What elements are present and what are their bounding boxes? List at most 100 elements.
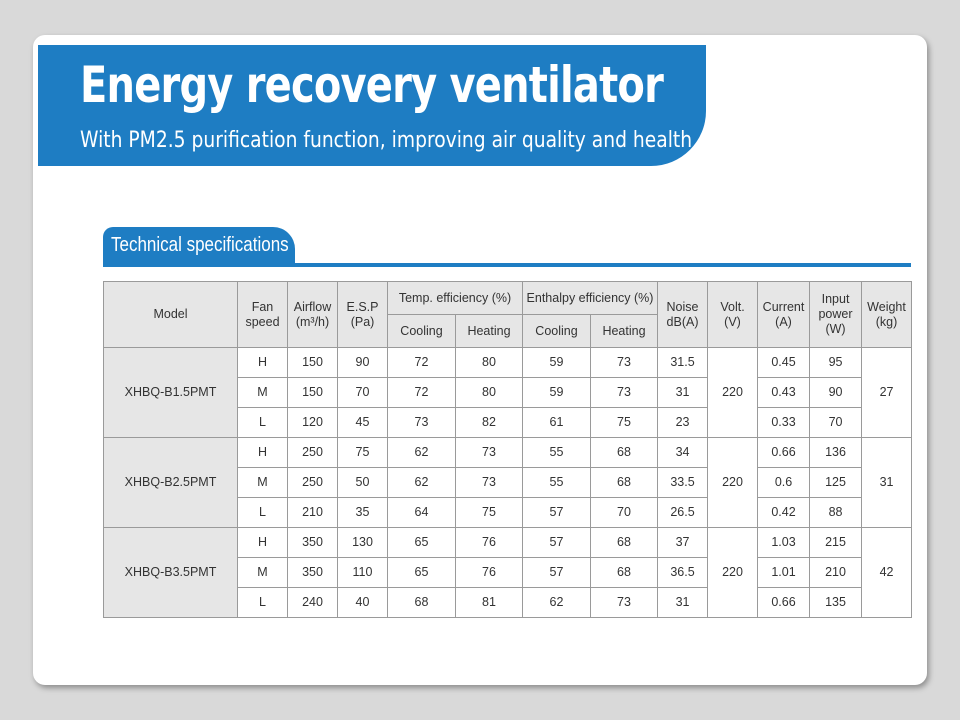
model-cell: XHBQ-B3.5PMT <box>103 527 238 618</box>
cell-current: 0.66 <box>757 587 811 618</box>
cell-esp: 130 <box>337 527 388 558</box>
col-header-enth-heating: Heating <box>589 314 659 348</box>
volt-cell: 220 <box>707 347 759 438</box>
cell-esp: 70 <box>337 377 388 408</box>
cell-noise: 33.5 <box>657 467 709 498</box>
cell-enth-heat: 73 <box>589 587 659 618</box>
table-row: L 240 40 68 81 62 73 31 0.66 135 <box>104 587 912 618</box>
cell-noise: 34 <box>657 437 709 468</box>
cell-current: 0.45 <box>757 347 811 378</box>
model-cell: XHBQ-B2.5PMT <box>103 437 238 528</box>
cell-speed: M <box>237 377 288 408</box>
cell-temp-cool: 65 <box>387 557 456 588</box>
cell-temp-cool: 65 <box>387 527 456 558</box>
table-row: L 120 45 73 82 61 75 23 0.33 70 <box>104 407 912 438</box>
cell-noise: 36.5 <box>657 557 709 588</box>
table-row: L 210 35 64 75 57 70 26.5 0.42 88 <box>104 497 912 528</box>
cell-airflow: 120 <box>287 407 338 438</box>
cell-esp: 50 <box>337 467 388 498</box>
cell-temp-heat: 80 <box>455 377 523 408</box>
weight-cell: 27 <box>861 347 913 438</box>
cell-enth-heat: 73 <box>589 347 659 378</box>
cell-enth-heat: 68 <box>589 437 659 468</box>
cell-enth-cool: 57 <box>522 497 591 528</box>
cell-current: 1.01 <box>757 557 811 588</box>
cell-current: 1.03 <box>757 527 811 558</box>
cell-esp: 90 <box>337 347 388 378</box>
cell-noise: 37 <box>657 527 709 558</box>
cell-input: 88 <box>809 497 863 528</box>
cell-noise: 31.5 <box>657 347 709 378</box>
cell-airflow: 210 <box>287 497 338 528</box>
col-header-esp: E.S.P (Pa) <box>337 281 388 348</box>
cell-temp-cool: 64 <box>387 497 456 528</box>
cell-temp-heat: 82 <box>455 407 523 438</box>
col-header-noise: Noise dB(A) <box>657 281 709 348</box>
cell-temp-cool: 72 <box>387 347 456 378</box>
cell-airflow: 250 <box>287 467 338 498</box>
cell-temp-heat: 73 <box>455 467 523 498</box>
cell-input: 136 <box>809 437 863 468</box>
cell-enth-heat: 73 <box>589 377 659 408</box>
cell-enth-cool: 61 <box>522 407 591 438</box>
cell-temp-cool: 72 <box>387 377 456 408</box>
cell-airflow: 240 <box>287 587 338 618</box>
weight-cell: 31 <box>861 437 913 528</box>
col-header-airflow: Airflow (m³/h) <box>287 281 338 348</box>
specs-table-body: Model Fan speed Airflow (m³/h) E.S.P (Pa) … <box>103 281 913 618</box>
cell-noise: 31 <box>657 377 709 408</box>
cell-current: 0.6 <box>757 467 811 498</box>
cell-airflow: 250 <box>287 437 338 468</box>
cell-airflow: 350 <box>287 557 338 588</box>
cell-enth-cool: 55 <box>522 467 591 498</box>
cell-enth-cool: 57 <box>522 557 591 588</box>
cell-temp-heat: 73 <box>455 437 523 468</box>
title-banner <box>38 45 706 166</box>
cell-temp-heat: 76 <box>455 557 523 588</box>
col-header-temp-cooling: Cooling <box>387 314 456 348</box>
cell-speed: L <box>237 497 288 528</box>
cell-input: 135 <box>809 587 863 618</box>
col-header-volt: Volt. (V) <box>707 281 759 348</box>
cell-esp: 75 <box>337 437 388 468</box>
cell-enth-heat: 68 <box>589 557 659 588</box>
cell-temp-heat: 80 <box>455 347 523 378</box>
col-header-temp-heating: Heating <box>455 314 523 348</box>
page-subtitle: With PM2.5 purification function, improv… <box>80 128 693 153</box>
col-header-current: Current (A) <box>757 281 811 348</box>
cell-enth-cool: 59 <box>522 377 591 408</box>
cell-esp: 40 <box>337 587 388 618</box>
cell-temp-cool: 62 <box>387 437 456 468</box>
cell-enth-heat: 70 <box>589 497 659 528</box>
cell-noise: 31 <box>657 587 709 618</box>
cell-input: 70 <box>809 407 863 438</box>
cell-esp: 45 <box>337 407 388 438</box>
cell-noise: 26.5 <box>657 497 709 528</box>
col-header-input-power: Input power (W) <box>809 281 863 348</box>
cell-enth-cool: 62 <box>522 587 591 618</box>
col-header-model: Model <box>103 281 238 348</box>
cell-airflow: 350 <box>287 527 338 558</box>
cell-temp-heat: 81 <box>455 587 523 618</box>
cell-enth-cool: 59 <box>522 347 591 378</box>
cell-noise: 23 <box>657 407 709 438</box>
header-row-1: Model Fan speed Airflow (m³/h) E.S.P (Pa) … <box>103 281 913 348</box>
cell-speed: M <box>237 557 288 588</box>
section-title: Technical specifications <box>111 234 289 256</box>
table-row: XHBQ-B3.5PMT H 350 130 65 76 57 68 37 220 1.03 215 4… <box>103 527 913 618</box>
cell-airflow: 150 <box>287 347 338 378</box>
table-row: M 350 110 65 76 57 68 36.5 1.01 210 <box>104 557 912 588</box>
section-divider <box>103 263 911 267</box>
table-row: XHBQ-B1.5PMT H 150 90 72 80 59 73 31.5 220 0.45 95 2… <box>103 347 913 438</box>
cell-esp: 110 <box>337 557 388 588</box>
col-header-fan-speed: Fan speed <box>237 281 288 348</box>
page-title: Energy recovery ventilator <box>80 56 664 114</box>
cell-enth-heat: 68 <box>589 467 659 498</box>
cell-current: 0.33 <box>757 407 811 438</box>
volt-cell: 220 <box>707 527 759 618</box>
section-tab <box>103 227 295 265</box>
cell-speed: H <box>237 527 288 558</box>
model-cell: XHBQ-B1.5PMT <box>103 347 238 438</box>
volt-cell: 220 <box>707 437 759 528</box>
cell-current: 0.42 <box>757 497 811 528</box>
